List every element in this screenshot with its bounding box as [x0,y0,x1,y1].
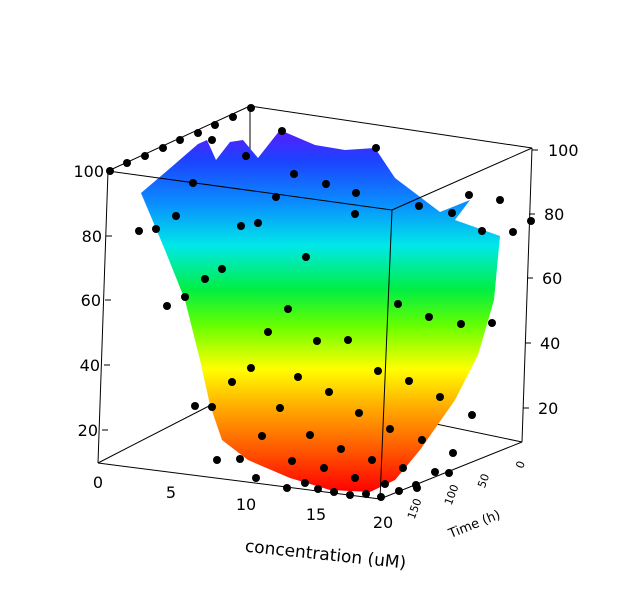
z-axis-right: 20 40 60 80 100 [523,141,579,418]
surface [141,130,500,492]
y-tick: 100 [442,483,461,507]
z-tick-left: 20 [78,421,98,440]
data-points [106,104,535,501]
x-tick: 5 [166,483,176,502]
y-tick: 50 [475,472,492,490]
y-axis: 0 50 100 150 Time (h) [405,459,528,542]
x-tick: 0 [93,473,103,492]
z-tick-right: 20 [538,399,558,418]
z-tick-left: 60 [81,291,101,310]
y-tick: 0 [513,459,528,470]
z-tick-right: 100 [548,141,579,160]
z-tick-left: 40 [80,356,100,375]
z-tick-right: 80 [544,205,564,224]
z-tick-left: 100 [73,162,104,181]
y-axis-title: Time (h) [446,508,503,543]
x-tick: 10 [236,495,256,514]
z-tick-right: 40 [540,334,560,353]
z-axis-left: 20 40 60 80 100 [73,162,112,440]
x-tick: 20 [373,513,393,532]
y-tick: 150 [405,497,424,521]
x-tick: 15 [306,505,326,524]
x-axis-title: concentration (uM) [244,537,407,574]
z-tick-right: 60 [542,269,562,288]
z-tick-left: 80 [82,227,102,246]
